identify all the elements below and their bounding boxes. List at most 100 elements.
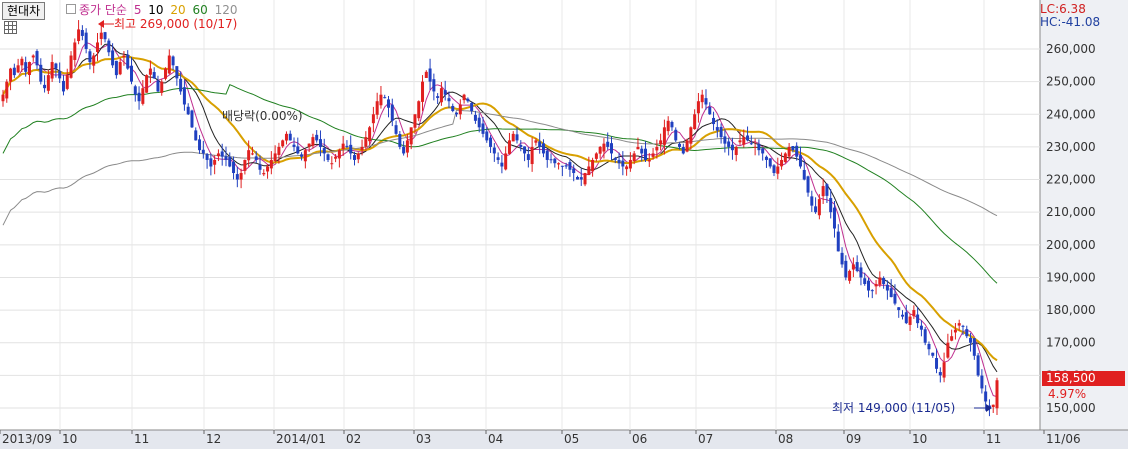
candle-body [621,160,625,167]
candle-body [859,267,863,278]
candle-body [65,75,69,89]
x-axis-ticks: 2013/09 10 11 12 2014/01 02 03 04 05 06 07 08 09 10 11… [0,430,1081,446]
ma-60-line [2,84,998,284]
candle-body [662,127,666,145]
candle-body [727,141,731,147]
candle-body [337,150,341,159]
candle-body [919,325,923,330]
candle-body [277,146,281,155]
candle-body [882,277,886,284]
candle-body [424,71,428,78]
candle-body [730,144,734,151]
candle-body [825,184,829,196]
candle-body [250,153,254,155]
candle-body [73,42,77,60]
candle-body [466,98,470,102]
candle-body [216,153,220,157]
stock-name-button[interactable]: 현대차 [2,2,46,20]
candle-body [644,148,648,160]
candle-body [349,144,353,154]
candle-body [814,206,818,213]
x-tick-label: 09 [846,432,861,446]
x-tick-label: 2014/01 [276,432,326,446]
candle-body [866,280,870,291]
candle-body [224,156,228,160]
candle-body [870,290,874,292]
candle-body [749,143,753,145]
candle-body [220,151,224,157]
candle-body [122,55,126,58]
candle-body [738,140,742,143]
candle-body [647,159,651,162]
candle-body [303,150,307,162]
x-tick-label: 03 [416,432,431,446]
candle-body [133,86,137,95]
low-annotation: 최저 149,000 (11/05) [832,401,992,415]
high-arrow-head [98,20,104,28]
candle-body [300,154,304,157]
candle-body [912,310,916,317]
candle-body [602,143,606,152]
candle-body [315,134,319,141]
low-arrow-head [986,404,992,412]
lc-indicator: LC:6.38 [1040,2,1086,16]
candle-body [345,145,349,147]
candle-body [519,144,523,147]
candle-body [477,117,481,128]
candle-body [836,231,840,252]
legend-prefix: 종가 단순 [79,3,127,17]
ma-10-line [2,43,998,373]
candlesticks [1,20,999,417]
candle-body [609,143,613,154]
candle-body [167,55,171,74]
ma-120-line [2,109,998,226]
candle-body [84,32,88,49]
candle-body [844,260,848,278]
candle-body [371,114,375,124]
x-tick-label: 11/06 [1046,432,1081,446]
candle-body [523,146,527,154]
candle-body [848,270,852,281]
current-price-badge: 158,500 [1042,371,1125,386]
legend-checkbox-icon[interactable] [66,4,76,14]
candle-body [685,140,689,152]
candle-body [235,174,239,180]
y-tick-label: 210,000 [1046,205,1096,219]
candle-body [458,104,462,115]
candle-body [908,316,912,325]
candle-body [689,127,693,144]
candle-body [409,127,413,145]
candle-body [428,68,432,82]
candle-body [58,71,62,79]
candle-body [957,323,961,326]
candle-body [504,153,508,170]
candle-body [254,156,258,160]
candle-body [43,84,47,89]
candle-body [935,358,939,369]
candle-body [931,352,935,356]
candle-body [118,62,122,75]
candle-body [334,156,338,159]
candle-body [549,159,553,161]
candle-body [806,176,810,193]
grid-icon[interactable] [4,21,17,34]
x-axis-background [0,430,1128,449]
candle-body [972,338,976,356]
candle-body [628,159,632,169]
candle-body [141,88,145,104]
low-annotation-text: 최저 149,000 (11/05) [832,401,955,415]
candle-body [640,148,644,154]
dividend-annotation: 배당락(0.00%) [222,109,303,123]
candle-body [387,99,391,108]
candle-body [606,141,610,147]
candle-body [613,158,617,160]
candle-body [700,94,704,103]
candle-body [976,355,980,376]
candle-body [526,154,530,160]
candle-body [832,207,836,229]
y-tick-label: 260,000 [1046,42,1096,56]
x-tick-label: 10 [62,432,77,446]
candle-body [991,404,995,408]
candle-body [901,314,905,317]
